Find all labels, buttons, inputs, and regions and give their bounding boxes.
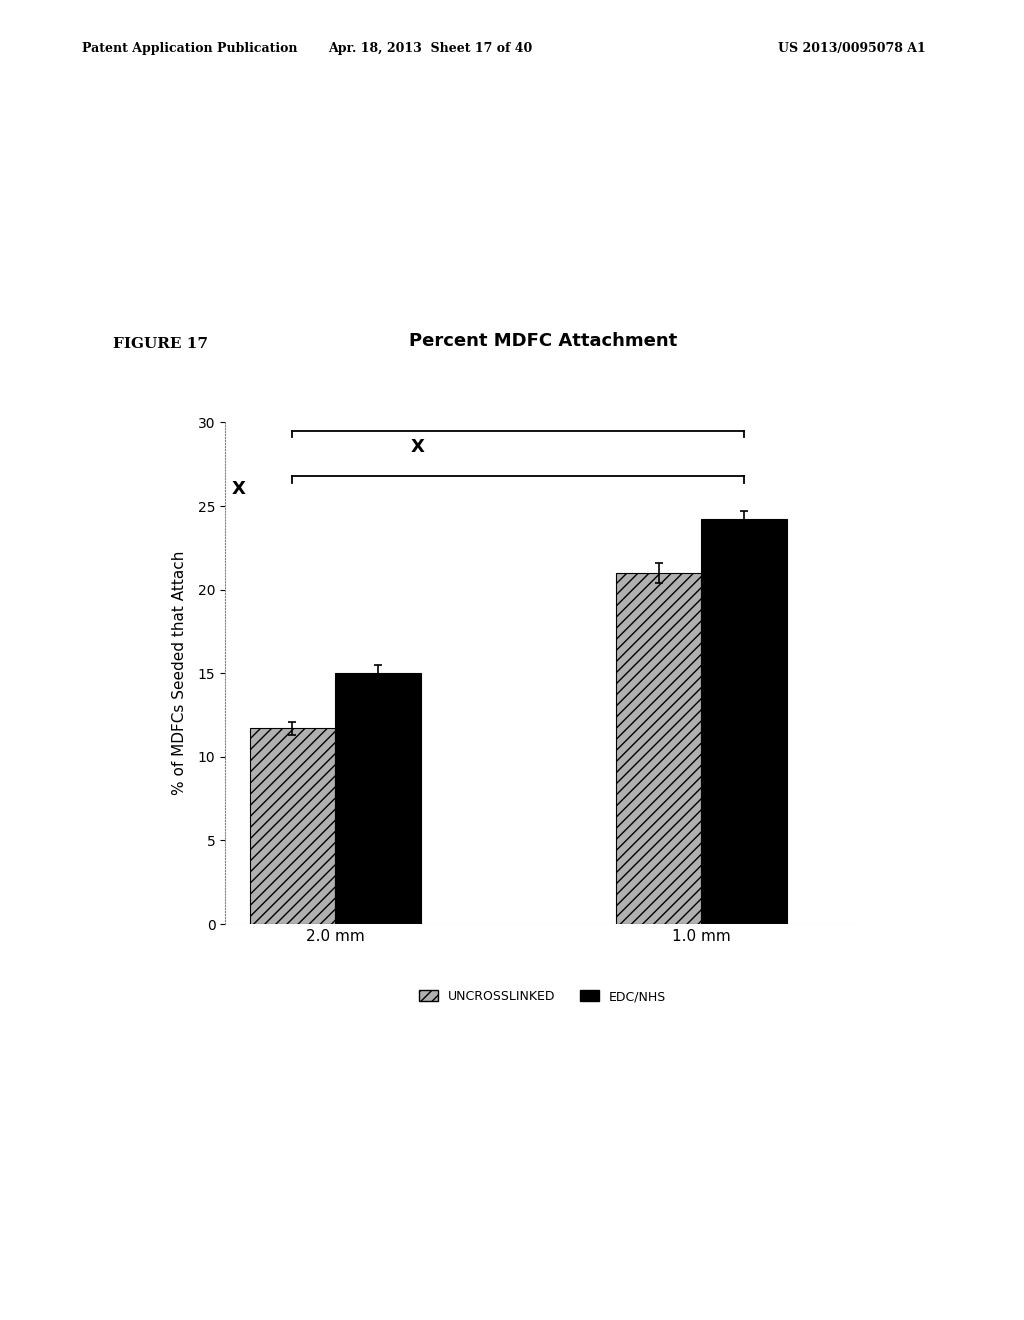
Text: X: X bbox=[231, 479, 246, 498]
Text: US 2013/0095078 A1: US 2013/0095078 A1 bbox=[778, 42, 926, 55]
Legend: UNCROSSLINKED, EDC/NHS: UNCROSSLINKED, EDC/NHS bbox=[414, 985, 672, 1008]
Title: Percent MDFC Attachment: Percent MDFC Attachment bbox=[409, 333, 677, 350]
Text: X: X bbox=[411, 438, 424, 455]
Text: Apr. 18, 2013  Sheet 17 of 40: Apr. 18, 2013 Sheet 17 of 40 bbox=[328, 42, 532, 55]
Bar bbox=[701, 519, 786, 924]
Text: FIGURE 17: FIGURE 17 bbox=[113, 337, 208, 351]
Bar bbox=[335, 673, 421, 924]
Bar bbox=[250, 729, 335, 924]
Bar bbox=[616, 573, 701, 924]
Y-axis label: % of MDFCs Seeded that Attach: % of MDFCs Seeded that Attach bbox=[172, 550, 186, 796]
Text: Patent Application Publication: Patent Application Publication bbox=[82, 42, 297, 55]
